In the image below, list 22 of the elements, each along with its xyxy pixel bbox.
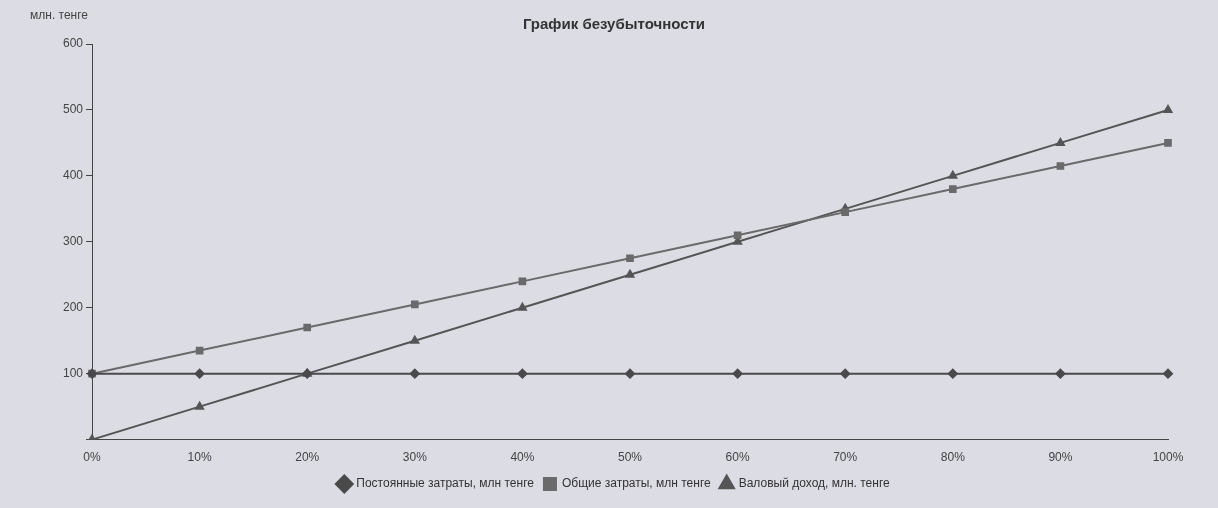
x-tick-label: 50% bbox=[618, 450, 643, 465]
legend-label: Постоянные затраты, млн тенге bbox=[356, 476, 535, 491]
y-axis-title: млн. тенге bbox=[30, 8, 88, 22]
y-tick-label: 600 bbox=[62, 36, 84, 51]
x-tick-label: 60% bbox=[725, 450, 750, 465]
y-tick-label: 300 bbox=[62, 234, 84, 249]
legend-label: Валовый доход, млн. тенге bbox=[738, 476, 891, 491]
x-tick-label: 100% bbox=[1152, 450, 1184, 465]
legend-label: Общие затраты, млн тенге bbox=[561, 476, 712, 491]
chart-title: График безубыточности bbox=[522, 15, 706, 33]
y-tick-label: 100 bbox=[62, 365, 84, 380]
x-tick-label: 90% bbox=[1048, 450, 1073, 465]
x-tick-label: 10% bbox=[187, 450, 212, 465]
x-tick-label: 30% bbox=[402, 450, 428, 465]
y-tick-label: 400 bbox=[62, 168, 84, 183]
x-tick-label: 70% bbox=[833, 450, 858, 465]
x-tick-label: 80% bbox=[940, 450, 966, 465]
x-tick-label: 0% bbox=[83, 450, 102, 465]
y-tick-label: 500 bbox=[62, 102, 84, 117]
y-tick-label: 200 bbox=[62, 300, 84, 315]
x-tick-label: 20% bbox=[295, 450, 320, 465]
x-tick-label: 40% bbox=[510, 450, 535, 465]
